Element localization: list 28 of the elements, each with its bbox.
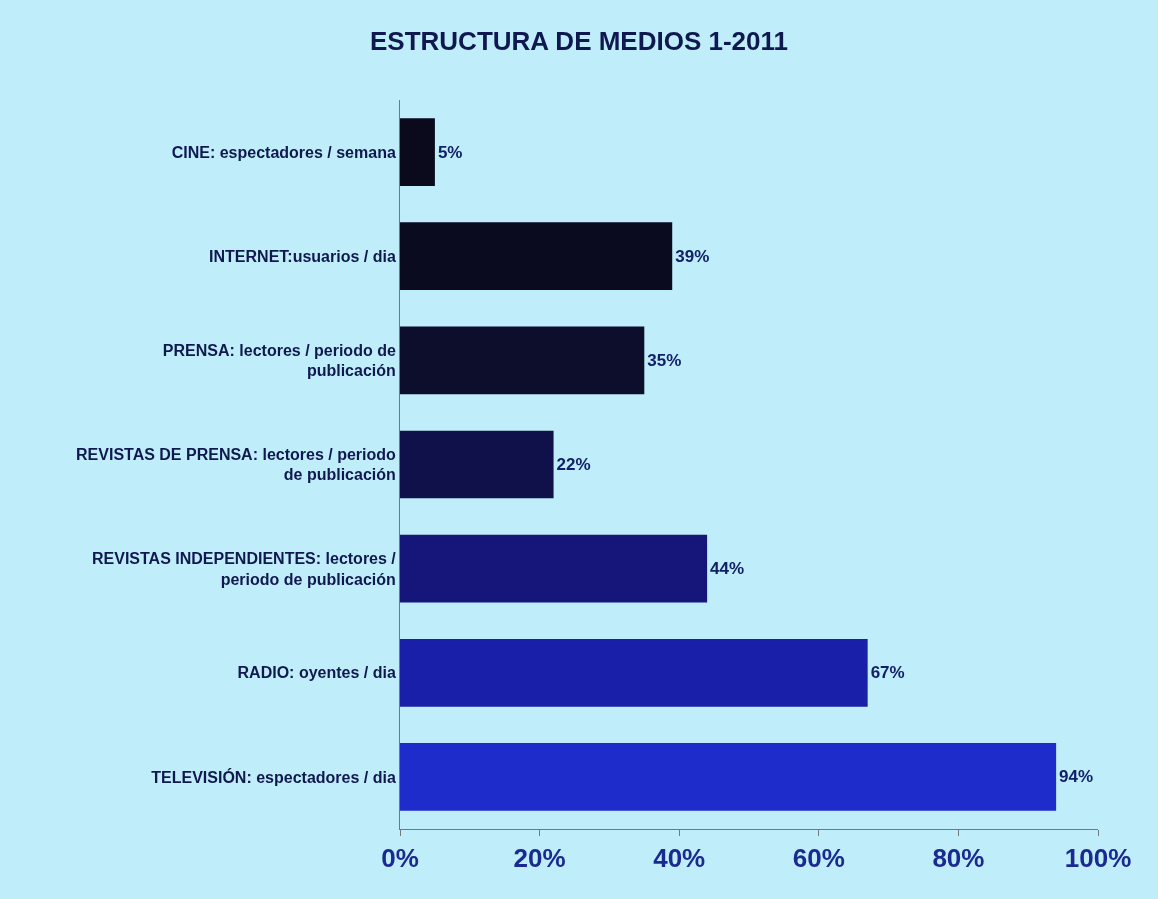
data-label: 5% xyxy=(437,142,463,162)
y-tick-label: INTERNET:usuarios / dia xyxy=(209,247,396,265)
bar xyxy=(400,118,435,186)
chart-title: ESTRUCTURA DE MEDIOS 1-2011 xyxy=(369,25,789,56)
data-label: 39% xyxy=(675,246,710,266)
data-label: 67% xyxy=(870,663,905,683)
x-tick-label: 40% xyxy=(653,843,706,874)
data-label: 94% xyxy=(1059,767,1094,787)
x-tick-label: 20% xyxy=(513,843,566,874)
x-tick-label: 0% xyxy=(381,843,419,874)
bar xyxy=(400,743,1057,811)
data-label: 22% xyxy=(556,455,591,474)
y-tick-label: REVISTAS DE PRENSA: lectores / periodo de publicación xyxy=(76,445,397,484)
y-tick-label: PRENSA: lectores / periodo de publicación xyxy=(162,341,396,380)
x-tick-label: 100% xyxy=(1064,843,1132,874)
data-label: 44% xyxy=(710,559,745,579)
x-tick-label: 60% xyxy=(792,843,845,874)
bar xyxy=(400,326,645,395)
bar xyxy=(400,430,554,499)
y-tick-label: RADIO: oyentes / dia xyxy=(237,664,396,682)
y-tick-label: CINE: espectadores / semana xyxy=(171,143,396,161)
bar xyxy=(400,534,708,603)
x-tick-label: 80% xyxy=(932,843,985,874)
y-tick-label: REVISTAS INDEPENDIENTES: lectores / periodo de publicación xyxy=(92,549,397,588)
y-tick-label: TELEVISIÓN: espectadores / dia xyxy=(151,767,396,786)
bar xyxy=(400,638,868,707)
data-label: 35% xyxy=(647,350,682,370)
bar xyxy=(400,222,673,291)
